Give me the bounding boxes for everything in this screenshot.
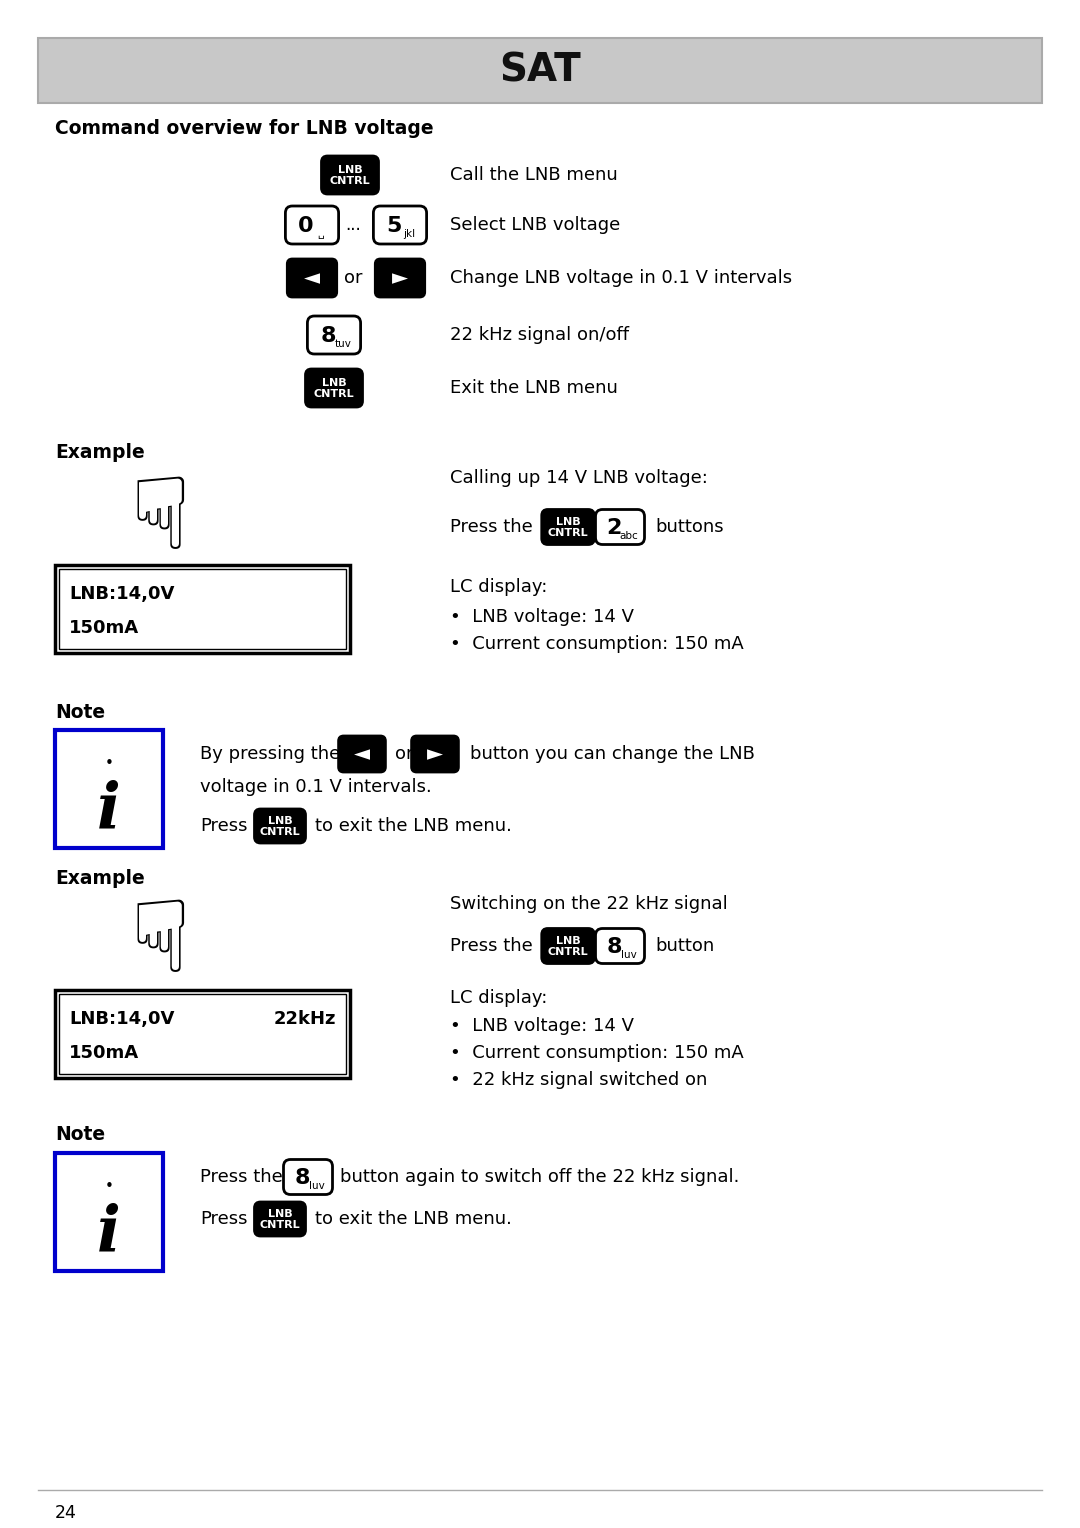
Text: ►: ► xyxy=(427,744,443,764)
Text: •  LNB voltage: 14 V: • LNB voltage: 14 V xyxy=(450,608,634,626)
Text: buttons: buttons xyxy=(654,518,724,536)
Text: Press the: Press the xyxy=(450,518,532,536)
Bar xyxy=(38,38,1042,102)
Text: •  22 kHz signal switched on: • 22 kHz signal switched on xyxy=(450,1071,707,1089)
Text: 0: 0 xyxy=(298,215,314,235)
Text: •  Current consumption: 150 mA: • Current consumption: 150 mA xyxy=(450,1044,744,1062)
Bar xyxy=(55,990,350,1077)
Text: LNB:14,0V: LNB:14,0V xyxy=(69,585,174,604)
Text: ☞: ☞ xyxy=(96,898,193,987)
Text: CNTRL: CNTRL xyxy=(259,827,300,837)
Text: Exit the LNB menu: Exit the LNB menu xyxy=(450,379,618,397)
Text: SAT: SAT xyxy=(499,52,581,90)
Text: button again to switch off the 22 kHz signal.: button again to switch off the 22 kHz si… xyxy=(340,1167,740,1186)
Text: ...: ... xyxy=(346,215,361,234)
Text: 22kHz: 22kHz xyxy=(273,1010,336,1028)
Text: LNB: LNB xyxy=(556,937,580,946)
Text: LNB: LNB xyxy=(268,1209,293,1219)
FancyBboxPatch shape xyxy=(595,509,645,544)
Text: LNB: LNB xyxy=(268,816,293,827)
Text: ◄: ◄ xyxy=(303,267,320,287)
Text: LC display:: LC display: xyxy=(450,578,548,596)
Text: •: • xyxy=(105,1178,113,1193)
Bar xyxy=(55,565,350,652)
Text: Command overview for LNB voltage: Command overview for LNB voltage xyxy=(55,119,434,138)
Text: Call the LNB menu: Call the LNB menu xyxy=(450,167,618,183)
Text: abc: abc xyxy=(620,532,638,541)
Text: CNTRL: CNTRL xyxy=(259,1219,300,1230)
FancyBboxPatch shape xyxy=(287,260,337,296)
FancyBboxPatch shape xyxy=(255,808,306,843)
Bar xyxy=(55,1154,163,1271)
Text: CNTRL: CNTRL xyxy=(548,947,589,957)
FancyBboxPatch shape xyxy=(306,368,363,406)
Text: Note: Note xyxy=(55,1126,105,1144)
Text: Select LNB voltage: Select LNB voltage xyxy=(450,215,620,234)
Text: button you can change the LNB: button you can change the LNB xyxy=(470,746,755,762)
FancyBboxPatch shape xyxy=(542,929,594,964)
Text: Press the: Press the xyxy=(200,1167,283,1186)
Text: 5: 5 xyxy=(387,215,402,235)
Text: to exit the LNB menu.: to exit the LNB menu. xyxy=(315,1210,512,1229)
Text: 24: 24 xyxy=(55,1504,77,1522)
FancyBboxPatch shape xyxy=(411,736,458,772)
Text: 22 kHz signal on/off: 22 kHz signal on/off xyxy=(450,325,629,344)
Text: Calling up 14 V LNB voltage:: Calling up 14 V LNB voltage: xyxy=(450,469,707,487)
FancyBboxPatch shape xyxy=(283,1160,333,1195)
FancyBboxPatch shape xyxy=(285,206,339,244)
FancyBboxPatch shape xyxy=(542,509,594,544)
Text: Press: Press xyxy=(200,817,247,834)
Text: 8: 8 xyxy=(321,325,336,345)
Text: LNB:14,0V: LNB:14,0V xyxy=(69,1010,174,1028)
Text: Example: Example xyxy=(55,443,145,461)
Text: 150mA: 150mA xyxy=(69,619,139,637)
Text: LNB: LNB xyxy=(556,516,580,527)
Text: •  Current consumption: 150 mA: • Current consumption: 150 mA xyxy=(450,636,744,652)
Text: CNTRL: CNTRL xyxy=(313,390,354,399)
FancyBboxPatch shape xyxy=(255,1203,306,1236)
Text: Change LNB voltage in 0.1 V intervals: Change LNB voltage in 0.1 V intervals xyxy=(450,269,792,287)
Text: ►: ► xyxy=(392,267,408,287)
Text: CNTRL: CNTRL xyxy=(329,176,370,186)
FancyBboxPatch shape xyxy=(376,260,424,296)
Text: CNTRL: CNTRL xyxy=(548,529,589,538)
Text: tuv: tuv xyxy=(335,339,351,348)
FancyBboxPatch shape xyxy=(308,316,361,354)
Text: 8: 8 xyxy=(294,1167,310,1187)
Text: LNB: LNB xyxy=(322,377,347,388)
Text: i: i xyxy=(97,779,121,840)
FancyBboxPatch shape xyxy=(322,156,378,194)
Text: jkl: jkl xyxy=(403,229,415,238)
Text: luv: luv xyxy=(309,1181,325,1190)
Text: By pressing the: By pressing the xyxy=(200,746,340,762)
Text: 8: 8 xyxy=(606,937,622,957)
FancyBboxPatch shape xyxy=(595,929,645,964)
Text: •: • xyxy=(105,755,113,770)
Text: LNB: LNB xyxy=(338,165,362,176)
Text: 150mA: 150mA xyxy=(69,1044,139,1062)
Text: •  LNB voltage: 14 V: • LNB voltage: 14 V xyxy=(450,1018,634,1034)
Text: Example: Example xyxy=(55,868,145,888)
Text: ␣: ␣ xyxy=(318,229,324,238)
Text: Press: Press xyxy=(200,1210,247,1229)
Text: button: button xyxy=(654,937,714,955)
Text: ☞: ☞ xyxy=(96,475,193,565)
Bar xyxy=(59,995,346,1074)
Text: 2: 2 xyxy=(606,518,622,538)
Text: luv: luv xyxy=(621,950,637,960)
Text: i: i xyxy=(97,1203,121,1264)
Text: to exit the LNB menu.: to exit the LNB menu. xyxy=(315,817,512,834)
Text: LC display:: LC display: xyxy=(450,989,548,1007)
Text: Press the: Press the xyxy=(450,937,532,955)
Text: or: or xyxy=(343,269,362,287)
FancyBboxPatch shape xyxy=(374,206,427,244)
Text: Switching on the 22 kHz signal: Switching on the 22 kHz signal xyxy=(450,895,728,914)
Bar xyxy=(59,568,346,649)
Bar xyxy=(55,730,163,848)
FancyBboxPatch shape xyxy=(339,736,386,772)
Text: or: or xyxy=(395,746,414,762)
Text: Note: Note xyxy=(55,703,105,721)
Text: ◄: ◄ xyxy=(354,744,370,764)
Text: voltage in 0.1 V intervals.: voltage in 0.1 V intervals. xyxy=(200,778,432,796)
